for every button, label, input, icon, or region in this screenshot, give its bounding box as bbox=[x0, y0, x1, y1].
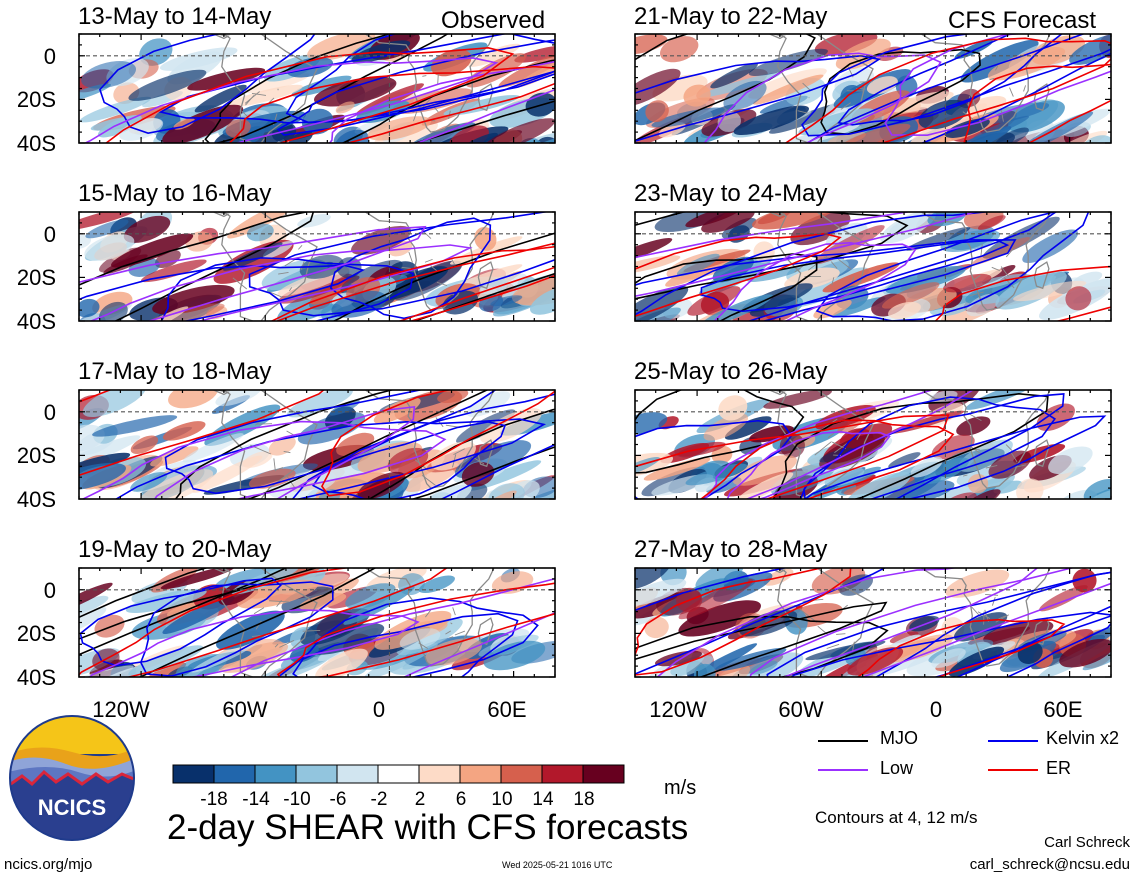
legend-label-er: ER bbox=[1046, 758, 1072, 778]
legend-label-kelvin: Kelvin x2 bbox=[1046, 728, 1120, 748]
map-panel-8 bbox=[634, 567, 1112, 678]
colorbar-tick: -2 bbox=[370, 789, 388, 810]
lon-tick-120w-left: 120W bbox=[92, 697, 150, 722]
lat-tick-0-row3: 0 bbox=[43, 400, 56, 425]
colorbar-units: m/s bbox=[664, 777, 697, 799]
colorbar-swatch bbox=[541, 764, 584, 784]
panel-title-obs-1: 13-May to 14-May bbox=[78, 3, 272, 30]
colorbar-tick: -6 bbox=[329, 789, 347, 810]
lat-tick-40s-row2: 40S bbox=[16, 309, 56, 334]
lat-tick-20s-row1: 20S bbox=[16, 87, 56, 112]
map-panel-3 bbox=[78, 389, 556, 500]
map-panel-2 bbox=[78, 211, 556, 322]
colorbar-tick: 2 bbox=[414, 789, 426, 810]
colorbar-swatch bbox=[459, 764, 502, 784]
lat-tick-0-row2: 0 bbox=[43, 222, 56, 247]
lon-tick-60w-left: 60W bbox=[222, 697, 268, 722]
colorbar-swatch bbox=[336, 764, 379, 784]
panel-title-obs-2: 15-May to 16-May bbox=[78, 180, 272, 207]
colorbar-tick: 10 bbox=[491, 789, 513, 810]
lon-tick-0-left: 0 bbox=[372, 697, 386, 722]
colorbar-tick: 18 bbox=[573, 789, 595, 810]
observed-label: Observed bbox=[441, 7, 546, 34]
colorbar-swatch bbox=[172, 764, 215, 784]
lat-tick-0-row4: 0 bbox=[43, 578, 56, 603]
map-panel-4 bbox=[78, 567, 556, 678]
lat-tick-40s-row4: 40S bbox=[16, 665, 56, 690]
lat-tick-0-row1: 0 bbox=[43, 44, 56, 69]
colorbar-swatch bbox=[418, 764, 461, 784]
forecast-label: CFS Forecast bbox=[948, 7, 1097, 34]
colorbar-tick: 14 bbox=[532, 789, 554, 810]
lat-tick-40s-row1: 40S bbox=[16, 131, 56, 156]
map-panel-5 bbox=[634, 33, 1112, 144]
legend-label-low: Low bbox=[880, 758, 914, 778]
lat-tick-20s-row2: 20S bbox=[16, 265, 56, 290]
legend-label-mjo: MJO bbox=[880, 728, 918, 748]
panel-title-fcst-1: 21-May to 22-May bbox=[634, 3, 828, 30]
colorbar-swatch bbox=[500, 764, 543, 784]
panel-title-obs-4: 19-May to 20-May bbox=[78, 536, 272, 563]
colorbar-tick: 6 bbox=[455, 789, 467, 810]
colorbar-swatch bbox=[295, 764, 338, 784]
colorbar-swatch bbox=[377, 764, 420, 784]
colorbar-tick: -14 bbox=[242, 789, 270, 810]
colorbar-swatch bbox=[582, 764, 625, 784]
colorbar-swatch bbox=[213, 764, 256, 784]
panel-title-fcst-4: 27-May to 28-May bbox=[634, 536, 828, 563]
map-panel-6 bbox=[634, 211, 1112, 322]
lon-tick-60e-right: 60E bbox=[1043, 697, 1083, 722]
chart-title: 2-day SHEAR with CFS forecasts bbox=[167, 808, 689, 847]
lon-tick-60e-left: 60E bbox=[487, 697, 527, 722]
lat-tick-20s-row4: 20S bbox=[16, 621, 56, 646]
ncics-logo: NCICS bbox=[9, 715, 135, 841]
footer-email: carl_schreck@ncsu.edu bbox=[969, 856, 1130, 873]
colorbar-swatch bbox=[254, 764, 297, 784]
logo-text: NCICS bbox=[38, 795, 106, 820]
lat-tick-20s-row3: 20S bbox=[16, 443, 56, 468]
footer-author: Carl Schreck bbox=[1044, 834, 1130, 851]
lon-tick-0-right: 0 bbox=[929, 697, 943, 722]
map-panel-7 bbox=[634, 389, 1112, 500]
map-panel-1 bbox=[78, 33, 556, 144]
lat-tick-40s-row3: 40S bbox=[16, 487, 56, 512]
panel-title-fcst-3: 25-May to 26-May bbox=[634, 358, 828, 385]
lon-tick-120w-right: 120W bbox=[649, 697, 707, 722]
colorbar-tick: -10 bbox=[283, 789, 311, 810]
panel-title-obs-3: 17-May to 18-May bbox=[78, 358, 272, 385]
footer-url: ncics.org/mjo bbox=[4, 856, 93, 873]
contour-note: Contours at 4, 12 m/s bbox=[815, 808, 978, 827]
colorbar-tick: -18 bbox=[200, 789, 228, 810]
footer-timestamp: Wed 2025-05-21 1016 UTC bbox=[502, 860, 613, 870]
lon-tick-60w-right: 60W bbox=[778, 697, 824, 722]
panel-title-fcst-2: 23-May to 24-May bbox=[634, 180, 828, 207]
